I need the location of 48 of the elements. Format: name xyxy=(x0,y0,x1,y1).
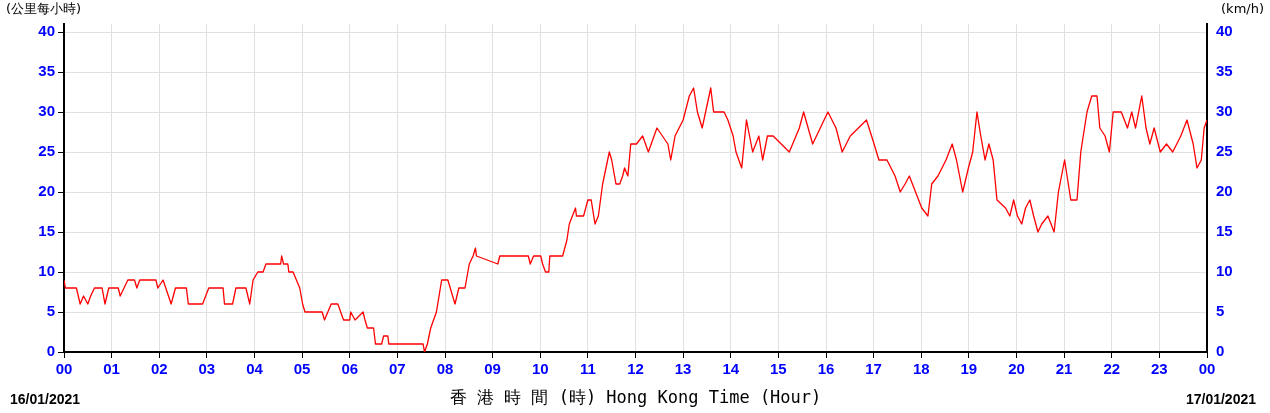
x-tick-label: 07 xyxy=(389,360,406,378)
y2-tick-label: 15 xyxy=(1216,222,1233,240)
x-tick-label: 20 xyxy=(1008,360,1025,378)
x-tick-label: 19 xyxy=(960,360,978,378)
y2-axis-title: (km/h) xyxy=(1221,1,1264,17)
x-tick-label: 16 xyxy=(817,360,835,378)
x-tick-label: 00 xyxy=(1198,360,1216,378)
y-tick-label: 30 xyxy=(38,102,55,120)
y-tick-label: 35 xyxy=(38,62,55,80)
x-tick-label: 08 xyxy=(436,360,454,378)
y2-tick-label: 25 xyxy=(1216,142,1233,160)
y2-tick-label: 10 xyxy=(1216,262,1233,280)
text: 16/01/2021 xyxy=(10,390,81,407)
y2-tick-label: 5 xyxy=(1216,302,1225,320)
x-tick-label: 12 xyxy=(627,360,644,378)
y2-tick-label: 30 xyxy=(1216,102,1233,120)
x-tick-label: 14 xyxy=(722,360,740,378)
y2-tick-label: 0 xyxy=(1216,342,1225,360)
y-tick-label: 5 xyxy=(46,302,55,320)
x-tick-label: 10 xyxy=(531,360,549,378)
y-tick-label: 25 xyxy=(38,142,55,160)
x-tick-label: 06 xyxy=(341,360,359,378)
x-tick-label: 01 xyxy=(103,360,120,378)
x-tick-label: 22 xyxy=(1103,360,1121,378)
x-tick-label: 11 xyxy=(579,360,596,378)
x-tick-label: 09 xyxy=(484,360,501,378)
x-tick-label: 17 xyxy=(865,360,882,378)
y-axis-title: (公里每小時) xyxy=(6,1,82,17)
x-axis-title: 香 港 時 間 (時) Hong Kong Time (Hour) xyxy=(449,387,822,408)
x-tick-label: 15 xyxy=(770,360,787,378)
x-tick-label: 18 xyxy=(912,360,930,378)
x-tick-label: 21 xyxy=(1055,360,1073,378)
x-tick-label: 00 xyxy=(55,360,73,378)
y-tick-label: 40 xyxy=(38,22,55,40)
y2-tick-label: 35 xyxy=(1216,62,1233,80)
x-tick-label: 13 xyxy=(674,360,692,378)
y2-tick-label: 40 xyxy=(1216,22,1233,40)
text: 17/01/2021 xyxy=(1185,390,1257,407)
x-tick-label: 05 xyxy=(293,360,311,378)
x-tick-label: 04 xyxy=(246,360,264,378)
y-tick-label: 15 xyxy=(38,222,55,240)
y-tick-label: 20 xyxy=(38,182,55,200)
y-tick-label: 10 xyxy=(38,262,55,280)
y-tick-label: 0 xyxy=(46,342,55,360)
x-tick-label: 23 xyxy=(1151,360,1168,378)
x-tick-label: 02 xyxy=(150,360,168,378)
x-tick-label: 03 xyxy=(198,360,216,378)
y2-tick-label: 20 xyxy=(1216,182,1233,200)
